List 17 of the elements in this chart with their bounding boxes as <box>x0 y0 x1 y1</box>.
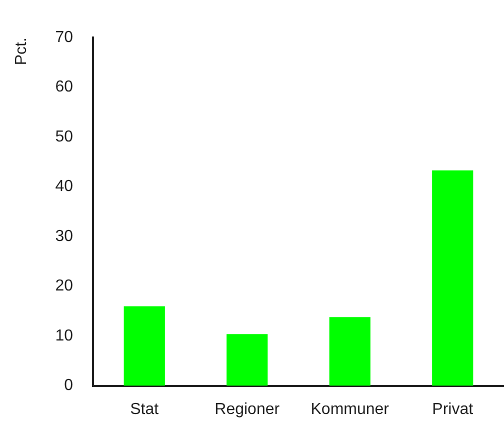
bar <box>432 170 474 386</box>
bar <box>226 334 268 386</box>
y-axis-title: Pct. <box>13 38 30 66</box>
y-tick-label: 20 <box>55 278 74 295</box>
y-tick-label: 40 <box>55 178 74 196</box>
x-tick-label: Privat <box>432 400 474 418</box>
y-tick-label: 0 <box>64 377 74 394</box>
y-tick-label: 60 <box>55 78 74 96</box>
y-tick-label: 50 <box>55 128 74 146</box>
y-tick-label: 70 <box>55 29 74 46</box>
x-tick-label: Kommuner <box>310 400 390 418</box>
x-tick-label: Stat <box>130 400 160 418</box>
bar <box>124 306 165 386</box>
x-tick-label: Regioner <box>214 400 280 418</box>
y-tick-label: 30 <box>55 228 74 245</box>
y-tick-label: 10 <box>55 327 74 344</box>
bar <box>329 317 370 386</box>
